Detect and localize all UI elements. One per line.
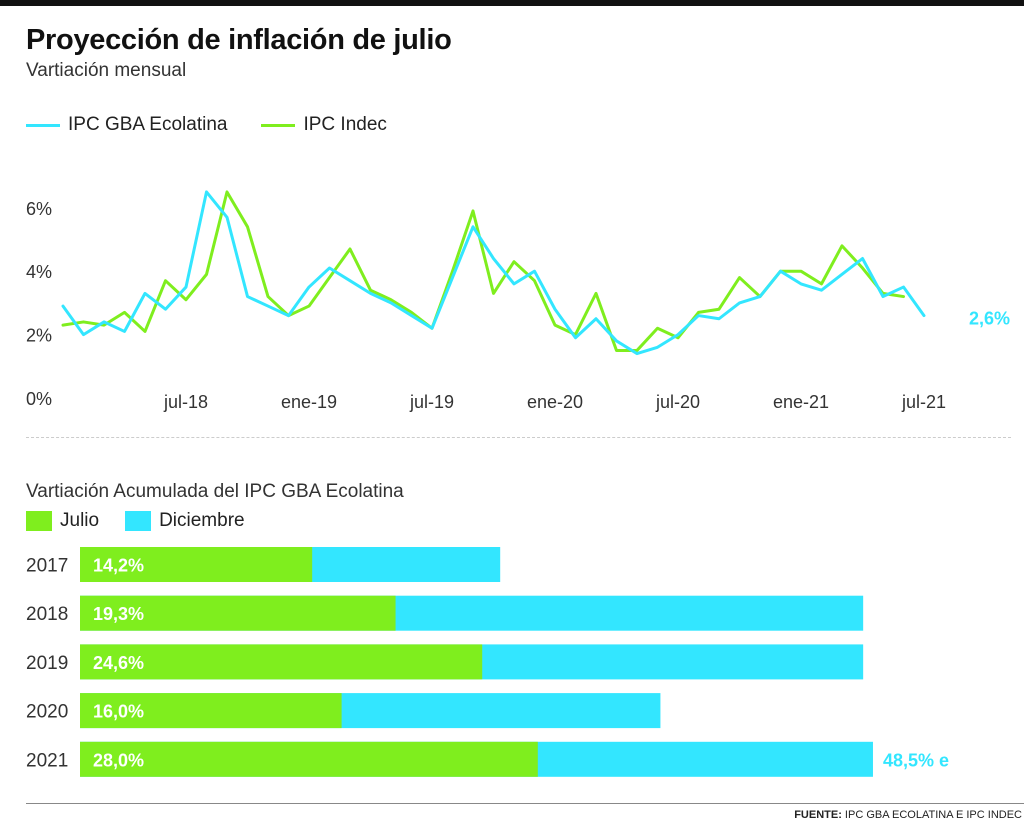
line-chart: 0% 2% 4% 6% jul-18 ene-19 jul-19 ene-20 jul-20 en… <box>26 190 1010 412</box>
source-text: IPC GBA ECOLATINA E IPC INDEC <box>844 809 1022 821</box>
bottom-rule <box>26 803 1024 804</box>
y-tick-label: 2% <box>26 326 52 346</box>
legend-label-julio: Julio <box>60 510 100 531</box>
legend-item-julio: Julio <box>26 510 99 532</box>
legend-swatch-julio <box>26 511 52 531</box>
y-tick-label: 0% <box>26 389 52 409</box>
line-legend: IPC GBA Ecolatina IPC Indec <box>26 114 421 136</box>
legend-label-diciembre: Diciembre <box>159 510 245 531</box>
annotation-last-value: 2,6% <box>969 309 1010 329</box>
bar-value-label: 28,0% <box>93 750 144 770</box>
x-tick-label: ene-20 <box>527 392 583 412</box>
legend-swatch-indec <box>261 123 296 127</box>
bar-julio <box>80 595 396 631</box>
x-tick-label: jul-20 <box>655 392 700 412</box>
y-tick-label: 4% <box>26 262 52 282</box>
x-tick-label: jul-19 <box>409 392 454 412</box>
top-rule <box>0 0 1024 6</box>
x-tick-label: ene-21 <box>773 392 829 412</box>
bar-chart: 2017 14,2% 2018 19,3% 2019 24,6% 2020 16,0% 2021… <box>26 547 949 777</box>
bar-julio <box>80 741 538 777</box>
series-line-ecolatina <box>61 190 926 356</box>
bar-julio <box>80 547 313 582</box>
section-divider <box>26 437 1011 438</box>
chart-subtitle: Vartiación mensual <box>26 60 187 81</box>
legend-label-indec: IPC Indec <box>303 114 387 135</box>
category-label: 2019 <box>26 653 68 674</box>
category-label: 2020 <box>26 702 68 723</box>
bar-chart-title: Vartiación Acumulada del IPC GBA Ecolati… <box>26 481 404 502</box>
annotation-estimate: 48,5% e <box>883 750 949 770</box>
category-label: 2018 <box>26 604 68 625</box>
legend-swatch-ecolatina <box>26 123 60 127</box>
chart-title: Proyección de inflación de julio <box>26 24 452 56</box>
source-label: FUENTE: <box>794 809 842 821</box>
x-tick-label: jul-21 <box>901 392 946 412</box>
bar-julio <box>80 693 342 729</box>
bar-julio <box>80 644 483 680</box>
legend-item-ecolatina: IPC GBA Ecolatina <box>26 114 227 136</box>
legend-item-indec: IPC Indec <box>261 114 387 136</box>
y-tick-label: 6% <box>26 199 52 219</box>
bar-value-label: 14,2% <box>93 556 144 576</box>
category-label: 2017 <box>26 556 68 577</box>
bar-value-label: 16,0% <box>93 702 144 722</box>
legend-label-ecolatina: IPC GBA Ecolatina <box>68 114 228 135</box>
bar-legend: Julio Diciembre <box>26 510 271 532</box>
x-tick-label: jul-18 <box>163 392 208 412</box>
bar-value-label: 24,6% <box>93 653 144 673</box>
source-note: FUENTE: IPC GBA ECOLATINA E IPC INDEC <box>794 809 1022 821</box>
legend-item-diciembre: Diciembre <box>125 510 245 532</box>
x-tick-label: ene-19 <box>281 392 337 412</box>
legend-swatch-diciembre <box>125 511 152 531</box>
category-label: 2021 <box>26 750 68 771</box>
bar-value-label: 19,3% <box>93 604 144 624</box>
